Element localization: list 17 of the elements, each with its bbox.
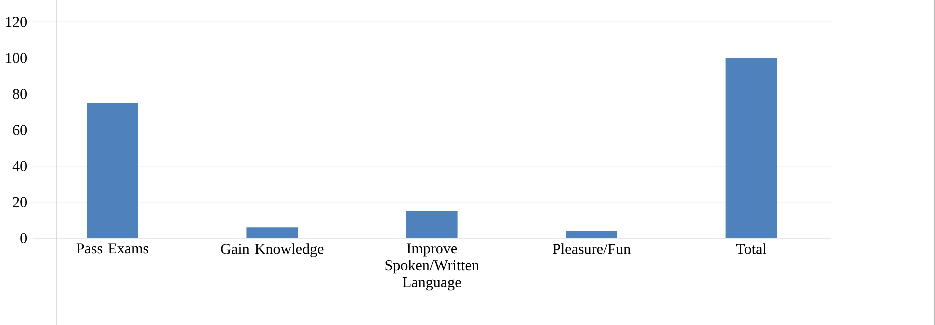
x-tick-label: Pleasure/Fun: [552, 243, 631, 254]
y-tick-label: 60: [13, 124, 28, 136]
y-tick-label: 40: [12, 161, 28, 172]
y-tick-label: 100: [6, 52, 28, 64]
x-tick-label: Total: [736, 243, 767, 254]
y-tick-label: 0: [20, 233, 28, 244]
bar: [566, 230, 618, 238]
bar: [406, 211, 458, 238]
bar: [246, 227, 298, 238]
y-tick-label: 120: [6, 16, 28, 28]
x-tick-label: Pass Exams: [76, 243, 149, 254]
y-tick-label: 20: [13, 197, 28, 208]
bar: [87, 103, 138, 238]
bar: [726, 58, 778, 238]
y-tick-label: 80: [13, 88, 28, 100]
x-tick-label: Improve Spoken/Written Language: [386, 243, 480, 290]
x-tick-label: Gain Knowledge: [221, 243, 324, 258]
